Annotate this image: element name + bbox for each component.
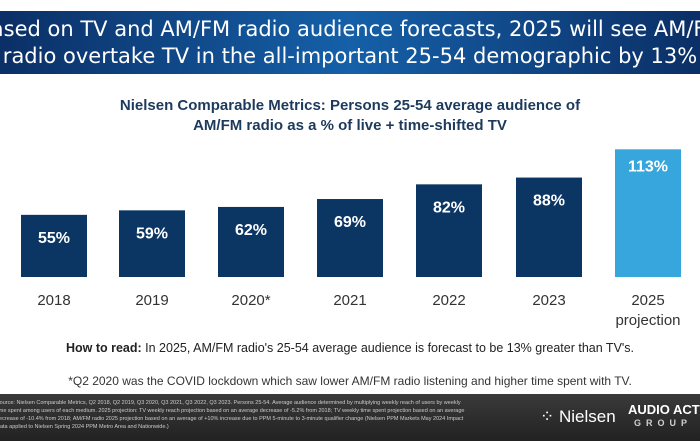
chart-title-line-2: AM/FM radio as a % of live + time-shifte…: [193, 117, 507, 134]
data-label: 88%: [533, 193, 565, 210]
x-tick-label: 2018: [37, 292, 70, 309]
x-tick-label: 2019: [135, 292, 168, 309]
nielsen-logo-text: Nielsen: [558, 407, 616, 426]
x-tick-label: 2020*: [231, 292, 270, 309]
source-footer: Source: Nielsen Comparable Metrics, Q2 2…: [0, 394, 700, 441]
data-label: 62%: [235, 222, 267, 239]
headline-line-2: radio overtake TV in the all-important 2…: [2, 44, 698, 68]
data-label: 69%: [334, 214, 366, 231]
data-label: 59%: [136, 225, 168, 242]
bar-2019: [119, 210, 185, 277]
headline-line-1: Based on TV and AM/FM radio audience for…: [0, 17, 700, 41]
source-text: Source: Nielsen Comparable Metrics, Q2 2…: [0, 400, 465, 430]
bar-2022: [416, 184, 482, 277]
x-tick-label: 2021: [333, 292, 366, 309]
aag-logo-text: AUDIO ACTIVE: [628, 402, 700, 417]
bar-chart: 55% 2018 59% 2019 62% 2020* 69% 2021 82% 2022 88% 2…: [21, 149, 681, 329]
how-to-read-text: In 2025, AM/FM radio's 25-54 average aud…: [141, 341, 635, 355]
footnote: *Q2 2020 was the COVID lockdown which sa…: [68, 374, 632, 388]
data-label: 55%: [38, 230, 70, 247]
x-tick-label: 2025: [631, 292, 664, 309]
nielsen-logo: ⁘ Nielsen: [540, 407, 616, 426]
bar-2025-projection: [615, 149, 681, 277]
chart-title-line-1: Nielsen Comparable Metrics: Persons 25-5…: [119, 97, 581, 114]
data-label: 113%: [628, 158, 668, 175]
bar-2020-: [218, 206, 284, 277]
chart-title: Nielsen Comparable Metrics: Persons 25-5…: [0, 96, 700, 136]
x-tick-label: 2023: [532, 292, 565, 309]
headline-banner: Based on TV and AM/FM radio audience for…: [0, 11, 700, 74]
bar-2018: [21, 214, 87, 277]
aag-logo-subtext: GROUP: [634, 418, 693, 428]
how-to-read-label: How to read:: [65, 341, 142, 355]
how-to-read: How to read: In 2025, AM/FM radio's 25-5…: [0, 341, 700, 355]
x-tick-label: projection: [615, 312, 680, 329]
data-label: 82%: [433, 199, 465, 216]
bar-2023: [516, 177, 582, 277]
x-tick-label: 2022: [432, 292, 465, 309]
audio-active-group-logo: AUDIO ACTIVEGROUP: [628, 402, 700, 428]
bar-2021: [317, 199, 383, 277]
